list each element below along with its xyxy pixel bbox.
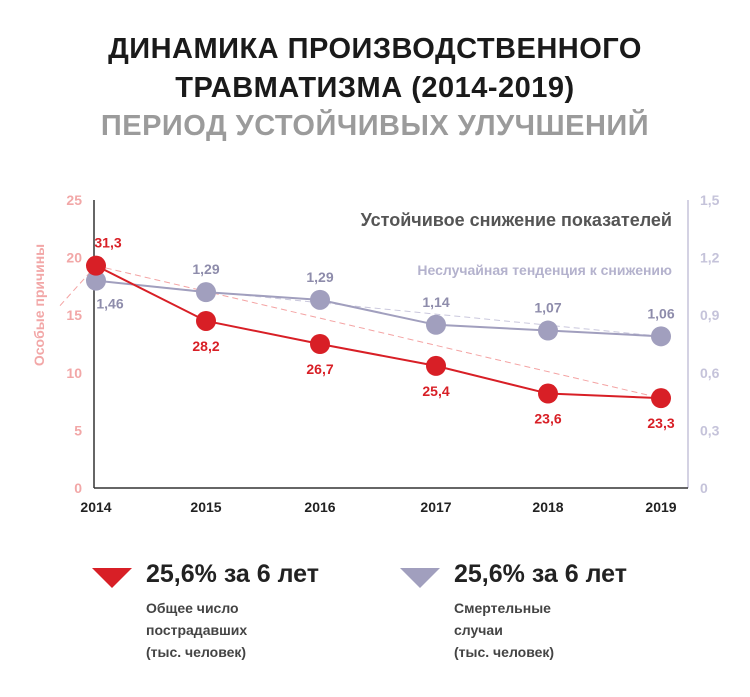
data-label-injured: 23,6 (534, 411, 561, 427)
data-label-injured: 23,3 (647, 415, 674, 431)
legend-injured-desc-line: пострадавших (146, 622, 248, 638)
legend-fatal-desc-line: Смертельные (454, 600, 551, 616)
right-tick-label: 0 (700, 480, 708, 496)
annotation-headline: Устойчивое снижение показателей (361, 210, 672, 230)
chart-title-line-2: ТРАВМАТИЗМА (2014-2019) (175, 72, 575, 104)
data-point-injured (196, 310, 216, 331)
data-label-injured: 28,2 (192, 338, 219, 354)
right-tick-label: 0,3 (700, 422, 720, 438)
x-tick-label: 2016 (304, 499, 335, 515)
data-label-injured: 31,3 (94, 235, 121, 251)
data-label-fatal: 1,46 (96, 296, 123, 312)
legend-fatal: 25,6% за 6 лет Смертельные случаи (тыс. … (400, 560, 627, 663)
data-point-fatal (86, 270, 106, 291)
x-tick-label: 2017 (420, 499, 451, 515)
chart-title-line-1: ДИНАМИКА ПРОИЗВОДСТВЕННОГО (108, 33, 642, 65)
data-point-fatal (538, 320, 558, 341)
lavender-triangle-icon (400, 568, 440, 588)
data-label-injured: 26,7 (306, 361, 333, 377)
legend-injured-pct: 25,6% за 6 лет (146, 560, 319, 588)
left-tick-label: 0 (74, 480, 82, 496)
legend-fatal-desc: Смертельные случаи (тыс. человек) (454, 597, 627, 663)
legend-fatal-pct: 25,6% за 6 лет (454, 560, 627, 588)
data-point-fatal (651, 326, 671, 347)
series-line-injured (95, 264, 662, 400)
data-label-fatal: 1,06 (647, 305, 674, 321)
x-tick-label: 2015 (190, 499, 221, 515)
annotation-subline: Неслучайная тенденция к снижению (417, 262, 672, 278)
data-label-injured: 25,4 (422, 383, 449, 399)
data-point-injured (538, 383, 558, 404)
data-point-fatal (426, 314, 446, 335)
trend-line-injured (95, 265, 662, 399)
left-tick-label: 10 (66, 365, 82, 381)
x-tick-label: 2018 (532, 499, 563, 515)
legend-injured: 25,6% за 6 лет Общее число пострадавших … (92, 560, 319, 663)
data-point-fatal (310, 289, 330, 310)
data-label-fatal: 1,29 (306, 269, 333, 285)
legend-fatal-desc-line: случаи (454, 622, 503, 638)
red-triangle-icon (92, 568, 132, 588)
data-point-injured (426, 355, 446, 376)
series-line-fatal (95, 279, 662, 338)
right-tick-label: 1,5 (700, 192, 720, 208)
legend-injured-desc-line: Общее число (146, 600, 239, 616)
legend-injured-desc-line: (тыс. человек) (146, 644, 247, 660)
x-tick-label: 2019 (645, 499, 676, 515)
right-tick-label: 0,6 (700, 365, 720, 381)
data-point-injured (310, 334, 330, 354)
left-tick-label: 25 (66, 192, 82, 208)
left-tick-label: 5 (74, 422, 82, 438)
line-chart: 0 5 10 15 20 25 0 0,3 0,6 0,9 1,2 1,5 Особые причины… (31, 192, 720, 515)
chart-subtitle: ПЕРИОД УСТОЙЧИВЫХ УЛУЧШЕНИЙ (100, 110, 650, 142)
left-axis-label: Особые причины (31, 244, 47, 366)
data-label-fatal: 1,14 (422, 294, 449, 310)
legend-injured-desc: Общее число пострадавших (тыс. человек) (146, 597, 319, 663)
data-label-fatal: 1,29 (192, 261, 219, 277)
legend-fatal-desc-line: (тыс. человек) (454, 644, 555, 660)
data-label-fatal: 1,07 (534, 300, 561, 316)
right-tick-label: 0,9 (700, 307, 720, 323)
right-tick-label: 1,2 (700, 250, 720, 266)
left-tick-label: 20 (66, 250, 82, 266)
x-tick-label: 2014 (80, 499, 111, 515)
data-point-injured (651, 388, 671, 409)
left-tick-label: 15 (66, 307, 82, 323)
data-point-fatal (196, 282, 216, 303)
data-point-injured (86, 255, 106, 276)
